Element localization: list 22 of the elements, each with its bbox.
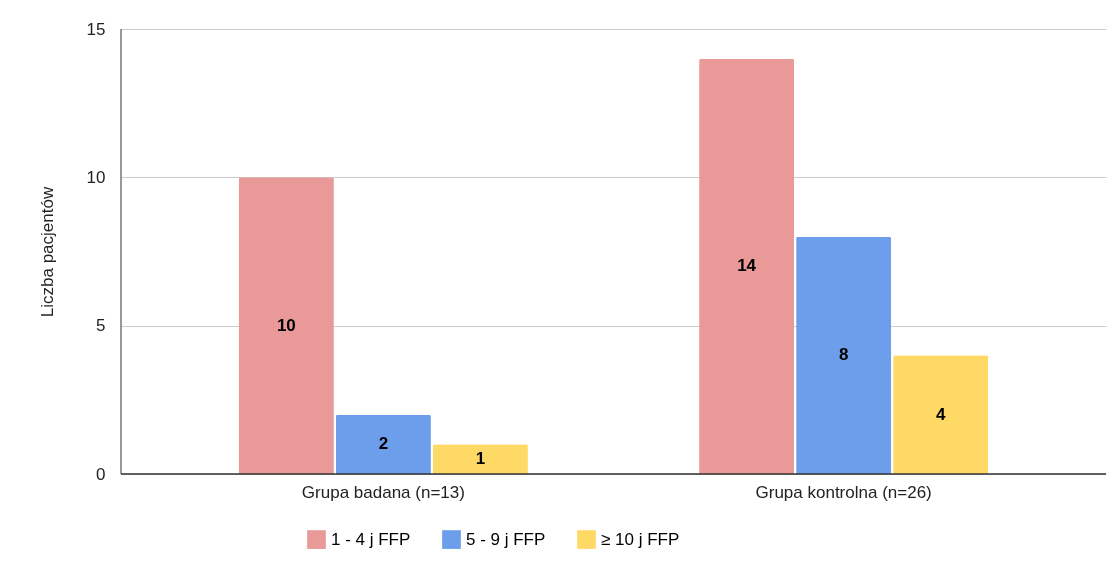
data-label: 1 [475, 449, 486, 469]
y-tick-label: 15 [86, 19, 106, 39]
y-tick-label: 5 [96, 316, 106, 336]
bar [796, 236, 892, 474]
bar [893, 355, 989, 474]
data-label: 14 [737, 256, 757, 276]
data-label: 4 [935, 404, 946, 424]
x-tick-label: Grupa kontrolna (n=26) [755, 482, 932, 502]
legend-label: 5 - 9 j FFP [466, 529, 546, 549]
data-label: 10 [276, 315, 296, 335]
data-label: 2 [378, 434, 389, 454]
y-axis-title: Liczba pacjentów [37, 186, 57, 318]
legend-label: ≥ 10 j FFP [601, 529, 680, 549]
x-tick-label: Grupa badana (n=13) [301, 482, 465, 502]
bar [699, 58, 795, 474]
y-tick-label: 10 [86, 167, 106, 187]
y-tick-label: 0 [96, 464, 106, 484]
legend-label: 1 - 4 j FFP [331, 529, 411, 549]
data-label: 8 [838, 345, 849, 365]
bar [335, 414, 431, 474]
bar [432, 444, 528, 474]
bar [238, 177, 334, 474]
